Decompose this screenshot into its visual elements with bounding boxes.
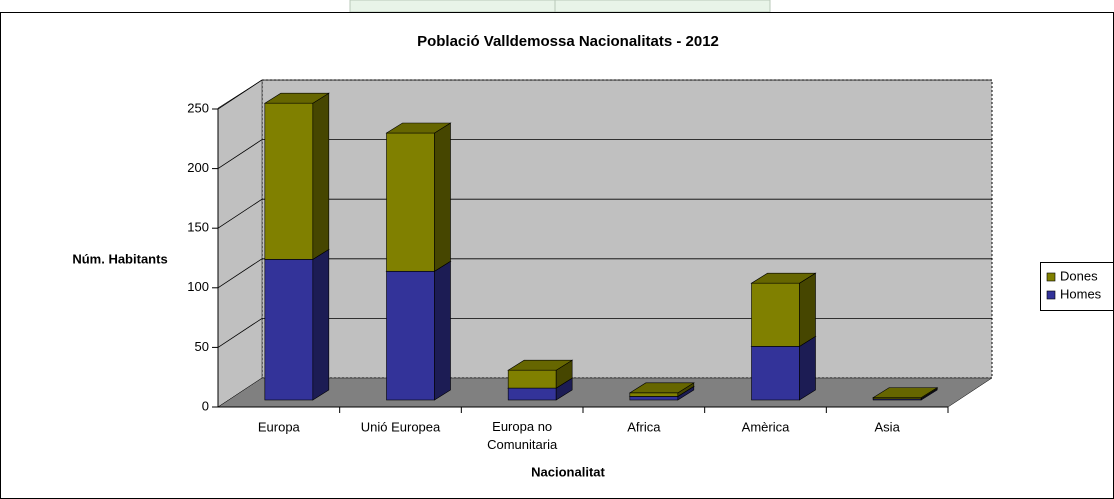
y-tick-label: 50	[195, 339, 209, 354]
x-tick-label: Europa	[258, 419, 301, 434]
x-tick-label: Europa no Comunitaria	[487, 419, 558, 452]
bar-side	[312, 248, 330, 401]
top-strip	[349, 0, 771, 13]
y-tick-label: 250	[187, 100, 209, 115]
bar-front	[386, 132, 435, 272]
y-tick-label: 150	[187, 220, 209, 235]
legend-label: Dones	[1060, 268, 1098, 283]
bar-top	[507, 359, 574, 371]
bar-front	[264, 259, 314, 401]
grid-line	[217, 318, 263, 348]
bar-front	[507, 387, 557, 401]
bar-top	[872, 387, 939, 398]
legend	[1040, 262, 1114, 311]
bar-front	[386, 270, 435, 401]
x-tick-label: Amèrica	[742, 419, 790, 434]
legend-swatch	[1046, 272, 1056, 282]
x-axis-label: Nacionalitat	[531, 464, 605, 479]
bar-front	[751, 282, 800, 347]
bar-top	[628, 382, 695, 394]
back-wall	[261, 79, 993, 379]
bar-front	[629, 396, 679, 401]
bar-side	[434, 260, 451, 401]
bar-front	[264, 102, 314, 260]
side-wall	[217, 79, 263, 408]
grid-line	[217, 139, 263, 169]
y-tick-label: 0	[202, 398, 209, 413]
legend-label: Homes	[1060, 286, 1102, 301]
grid-line	[217, 198, 263, 229]
bar-front	[507, 369, 557, 389]
bar-side	[799, 335, 816, 401]
y-tick-label: 100	[187, 279, 209, 294]
legend-swatch	[1046, 290, 1056, 300]
floor	[217, 377, 993, 408]
bar-top	[263, 92, 330, 104]
bar-front	[629, 392, 679, 397]
grid-line	[217, 79, 263, 110]
chart-title: Població Valldemossa Nacionalitats - 201…	[417, 33, 719, 50]
walls	[217, 79, 993, 408]
x-tick-label: Asia	[875, 419, 901, 434]
bar-top	[750, 272, 817, 284]
x-tick-label: Africa	[627, 419, 661, 434]
grid-line	[217, 258, 263, 289]
bar-top	[385, 122, 452, 134]
y-axis-label: Núm. Habitants	[72, 251, 167, 266]
bar-side	[799, 272, 816, 347]
bar-front	[751, 346, 800, 401]
bar-side	[312, 92, 330, 260]
bar-side	[434, 122, 451, 272]
y-tick-label: 200	[187, 160, 209, 175]
x-tick-label: Unió Europea	[361, 419, 441, 434]
